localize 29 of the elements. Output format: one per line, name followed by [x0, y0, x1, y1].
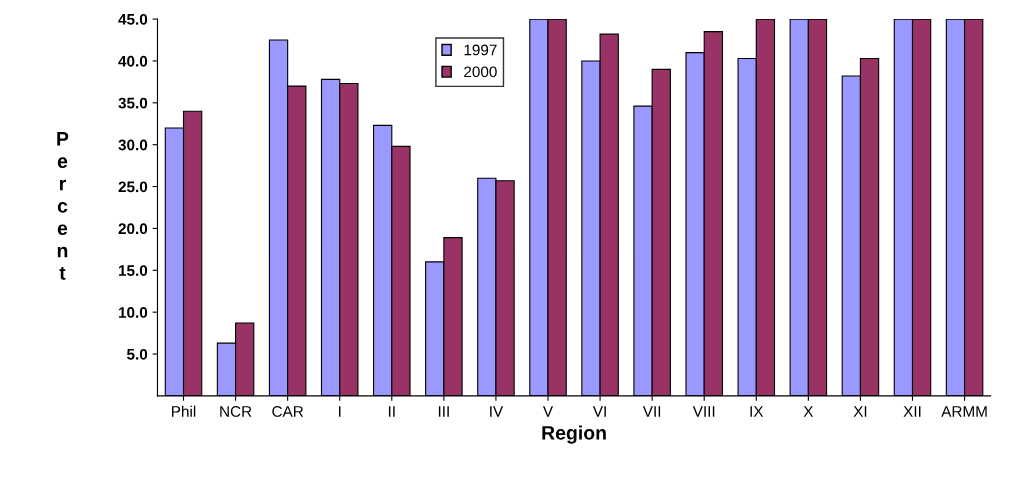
x-tick-label: ARMM: [941, 406, 987, 417]
x-tick-label: III: [438, 406, 449, 417]
y-tick-label: 30.0: [118, 139, 148, 151]
x-tick-label: Phil: [172, 405, 196, 417]
legend-label: 1997: [464, 44, 497, 56]
x-tick-label: CAR: [272, 406, 304, 417]
y-tick-label: 15.0: [118, 265, 148, 276]
x-tick-label: NCR: [220, 406, 252, 417]
x-tick-label: VI: [592, 406, 606, 417]
y-tick-label: 45.0: [118, 13, 148, 25]
x-tick-label: XI: [853, 406, 867, 417]
y-tick-label: 40.0: [118, 55, 148, 67]
x-tick-label: XII: [903, 406, 921, 417]
y-tick-label: 10.0: [118, 307, 148, 318]
x-axis-title: Region: [542, 425, 606, 444]
x-tick-label: VII: [642, 406, 661, 417]
x-tick-label: VIII: [692, 406, 715, 417]
x-tick-label: V: [542, 406, 554, 417]
y-tick-label: 5.0: [126, 348, 148, 360]
x-tick-label: X: [803, 406, 814, 417]
x-tick-label: I: [339, 406, 341, 417]
x-tick-label: IX: [750, 406, 764, 417]
y-tick-label: 35.0: [118, 97, 148, 109]
y-axis-title: Percent: [57, 132, 69, 280]
legend-label: 2000: [464, 66, 497, 78]
y-tick-label: 25.0: [118, 181, 148, 193]
y-tick-label: 20.0: [118, 223, 148, 235]
x-tick-label: II: [388, 406, 395, 417]
x-tick-label: IV: [490, 406, 504, 417]
